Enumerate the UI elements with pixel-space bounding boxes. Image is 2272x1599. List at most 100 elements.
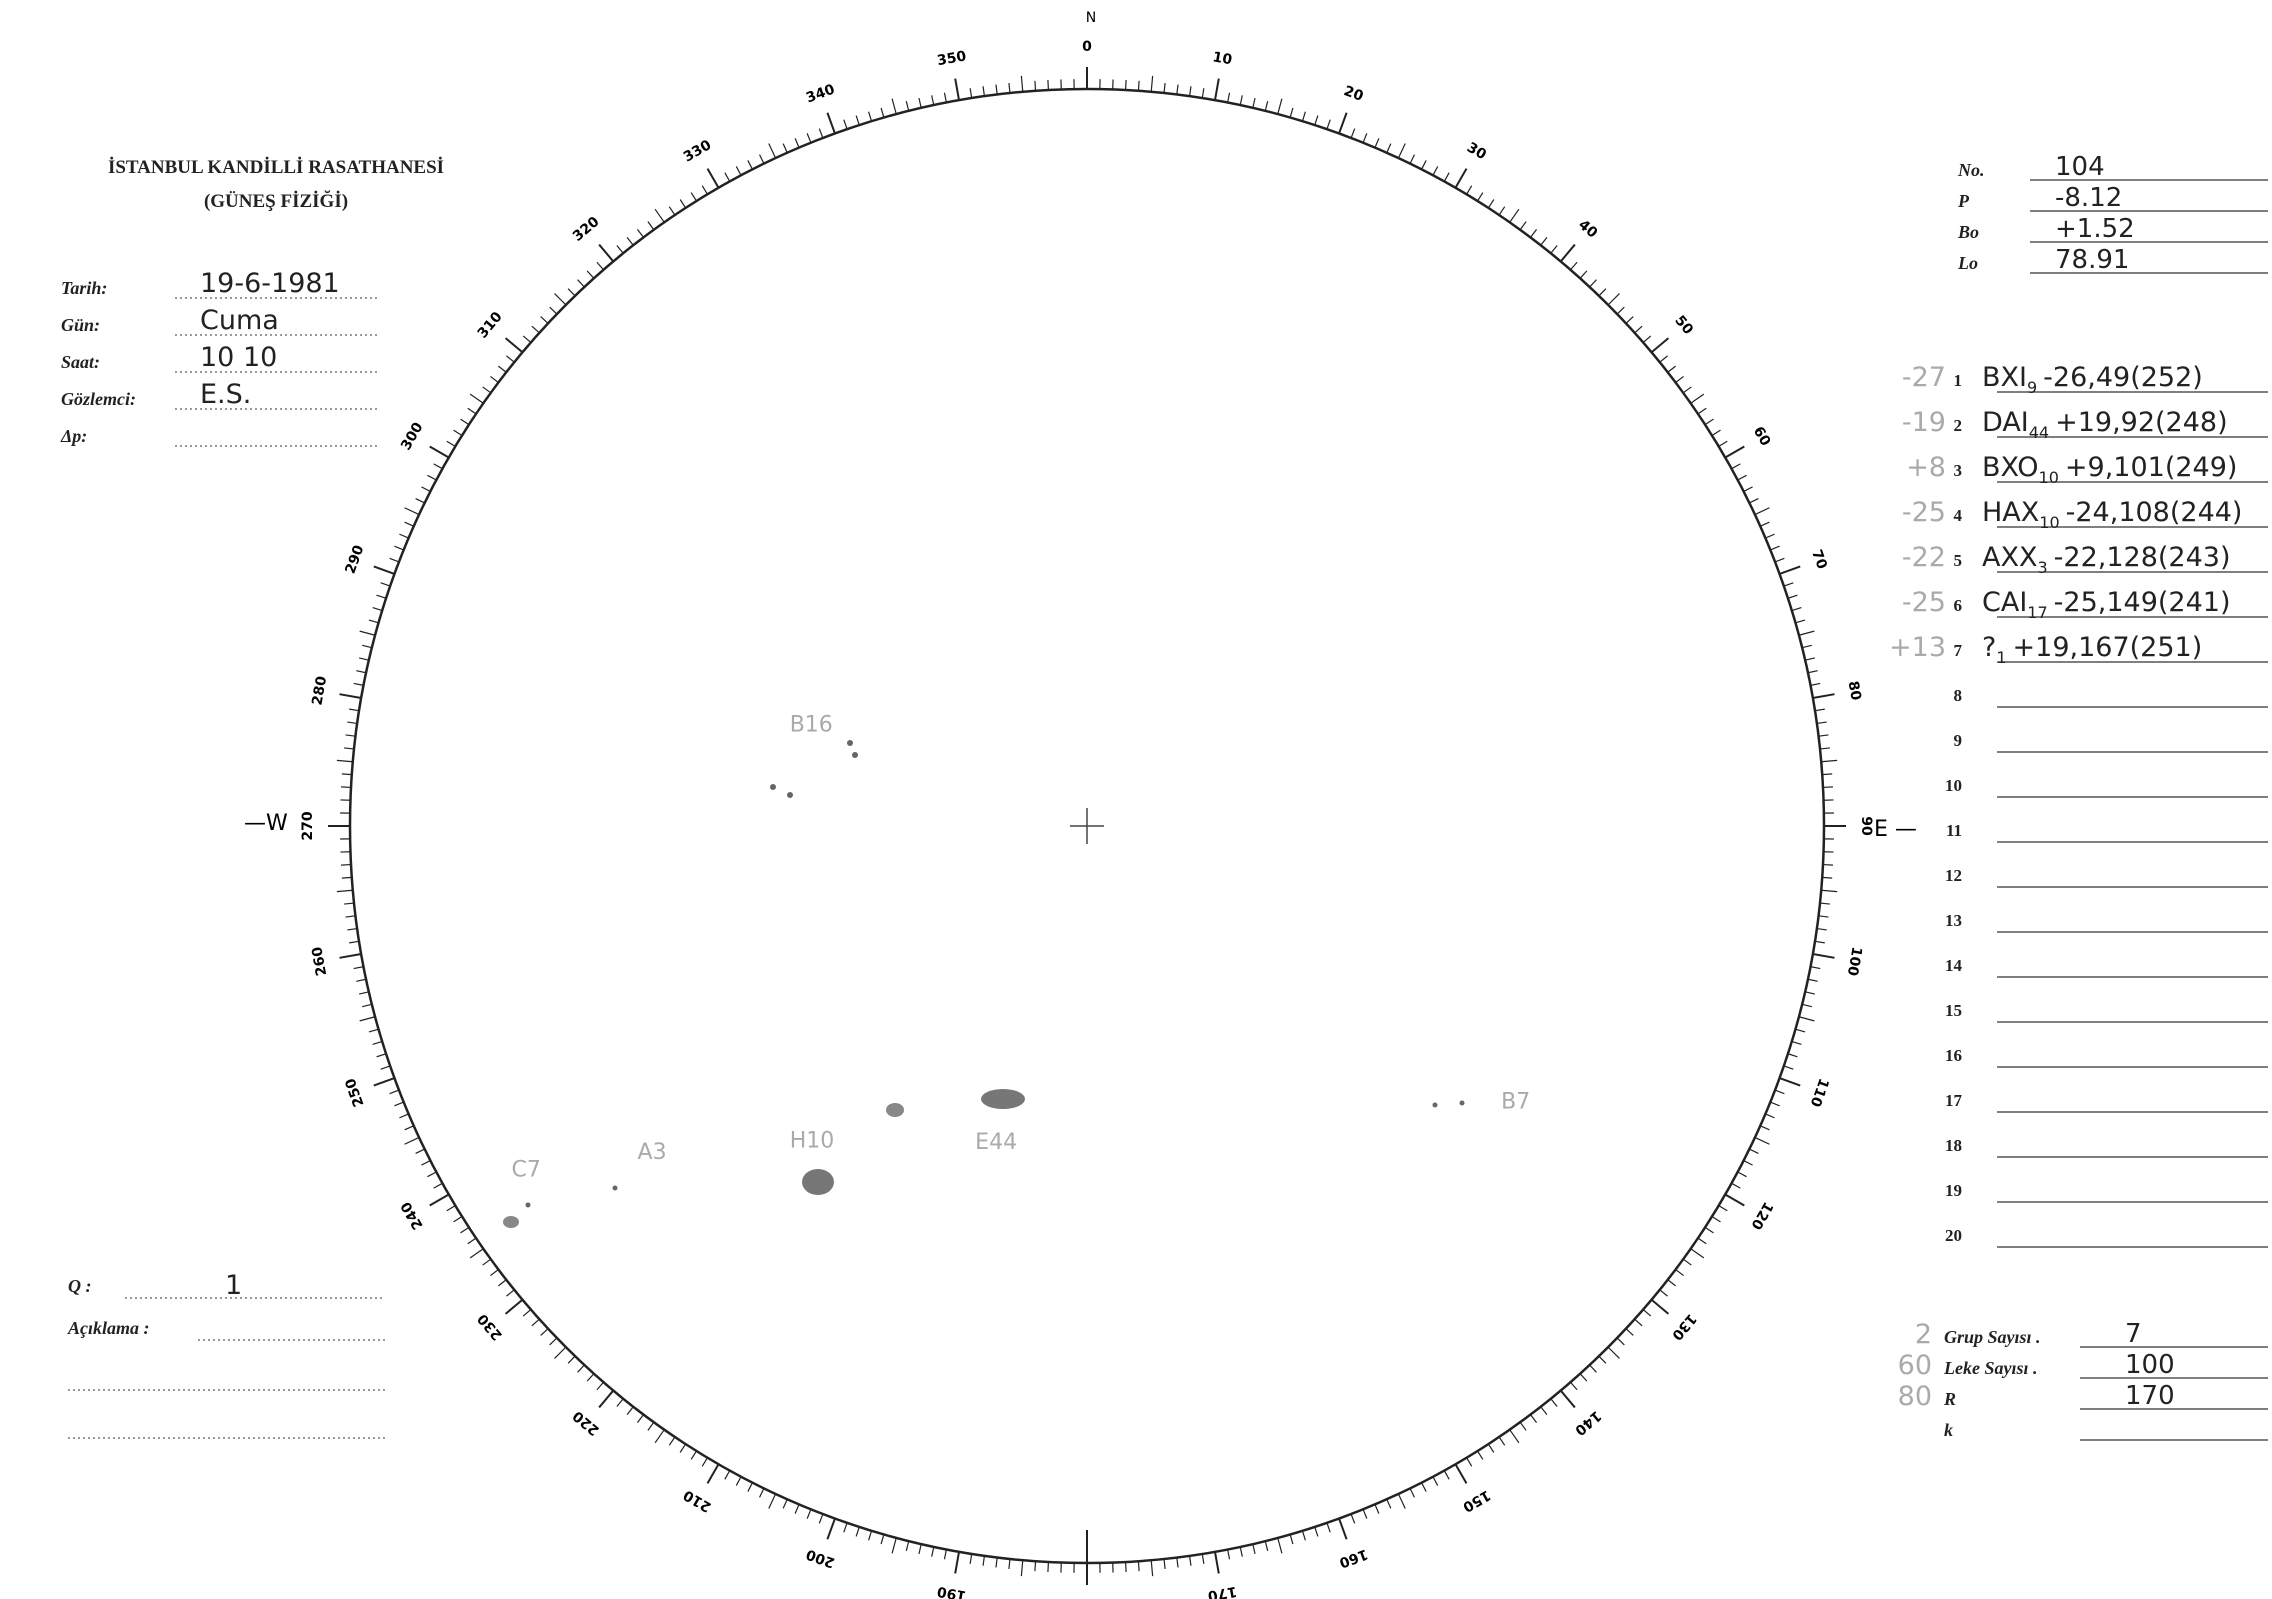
dial-tick [1466,185,1473,195]
group-count: 1 [1996,648,2006,667]
dial-tick [1690,1248,1705,1259]
dial-tick [1711,429,1721,436]
dial-tick [1634,325,1643,334]
param-label: No. [1957,160,1985,180]
dial-tick [1362,1509,1368,1519]
dial-tick [1008,1558,1011,1569]
dial-tick [1454,1463,1468,1484]
summary-note: 60 [1898,1350,1932,1381]
dial-tick [549,306,558,315]
dial-tick [1386,143,1392,153]
dial-tick [1810,966,1821,970]
dial-label: 350 [936,48,968,69]
dial-tick [818,128,824,139]
dial-tick [344,747,355,750]
dial-tick [1443,172,1450,182]
field-label: Saat: [61,352,100,372]
row-number: 19 [1945,1181,1962,1200]
param-value: -8.12 [2055,183,2122,213]
dial-tick [598,1389,615,1409]
dial-tick [668,1436,676,1446]
dial-label: 100 [1844,945,1865,977]
dial-tick [931,95,935,106]
dial-tick [982,86,986,97]
dial-tick [1650,337,1670,354]
dial-tick [1783,1065,1794,1070]
dial-tick [1239,1546,1243,1557]
dial-tick [1409,154,1416,164]
dial-tick [482,1258,492,1266]
dial-tick [1020,75,1024,92]
dial-tick [905,1540,910,1551]
dial-tick [1816,721,1827,725]
row-number: 3 [1954,461,1963,480]
dial-tick [735,1476,742,1486]
dial-tick [336,889,353,893]
dial-tick [522,335,532,343]
dial-tick [598,243,615,263]
dial-tick [806,133,812,143]
dial-tick [394,545,404,551]
dial-tick [1697,1237,1707,1245]
dial-tick [368,1028,379,1033]
dial-tick [1362,133,1368,143]
dial-tick [1801,644,1812,649]
dial-tick [918,1543,922,1554]
group-entry: BXI9 -26,49(252) [1982,362,2203,397]
dial-tick [469,393,484,404]
dial-tick [768,1493,777,1509]
group-class: DAI [1982,407,2029,438]
group-entry: HAX10 -24,108(244) [1982,497,2242,532]
dial-tick [429,1193,450,1207]
dial-tick [969,88,973,99]
dial-tick [868,111,873,122]
dial-tick [1642,335,1652,343]
dial-tick [467,407,477,415]
dial-tick [522,1309,532,1317]
field-label: Δp: [60,426,87,446]
dial-tick [1795,619,1806,624]
dial-label: 120 [1747,1199,1776,1233]
dial-tick [1791,1040,1802,1045]
dial-tick [427,474,437,481]
dial-tick [1350,128,1356,139]
summary-label: k [1944,1420,1953,1440]
dial-tick [1301,1530,1306,1541]
dial-tick [567,1355,576,1364]
group-count: 9 [2027,378,2037,397]
dial-tick [399,1113,409,1119]
dial-tick [1598,288,1607,297]
dial-tick [1124,1561,1127,1573]
dial-tick [1509,1429,1520,1444]
dial-tick [1819,902,1830,905]
dial-tick [415,497,425,504]
dial-tick [1804,657,1815,661]
dial-tick [362,644,373,649]
dial-tick [668,206,676,216]
group-annotation: A3 [638,1140,667,1165]
dial-tick [995,84,998,95]
dial-tick [1559,243,1576,263]
dial-tick [596,1381,604,1391]
dial-tick [421,486,431,492]
dial-tick [1047,79,1050,91]
dial-tick [1667,1279,1677,1287]
dial-label: 260 [309,945,330,977]
dial-tick [690,1450,697,1460]
quality-value: 1 [225,1270,242,1301]
dial-tick [1821,759,1838,763]
group-entry: ?1 +19,167(251) [1982,632,2202,667]
field-label: Gözlemci: [61,389,136,409]
summary-note: 80 [1898,1381,1932,1412]
dial-label: 60 [1750,424,1774,449]
dial-label: 300 [398,420,427,454]
dial-tick [1047,1561,1050,1573]
dial-tick [1731,1182,1741,1189]
dial-tick [690,192,697,202]
dial-tick [654,1429,665,1444]
group-count: 3 [2037,558,2047,577]
dial-tick [404,1136,420,1145]
group-annotation: C7 [511,1158,540,1183]
dial-tick [747,1482,753,1492]
dial-tick [567,288,576,297]
